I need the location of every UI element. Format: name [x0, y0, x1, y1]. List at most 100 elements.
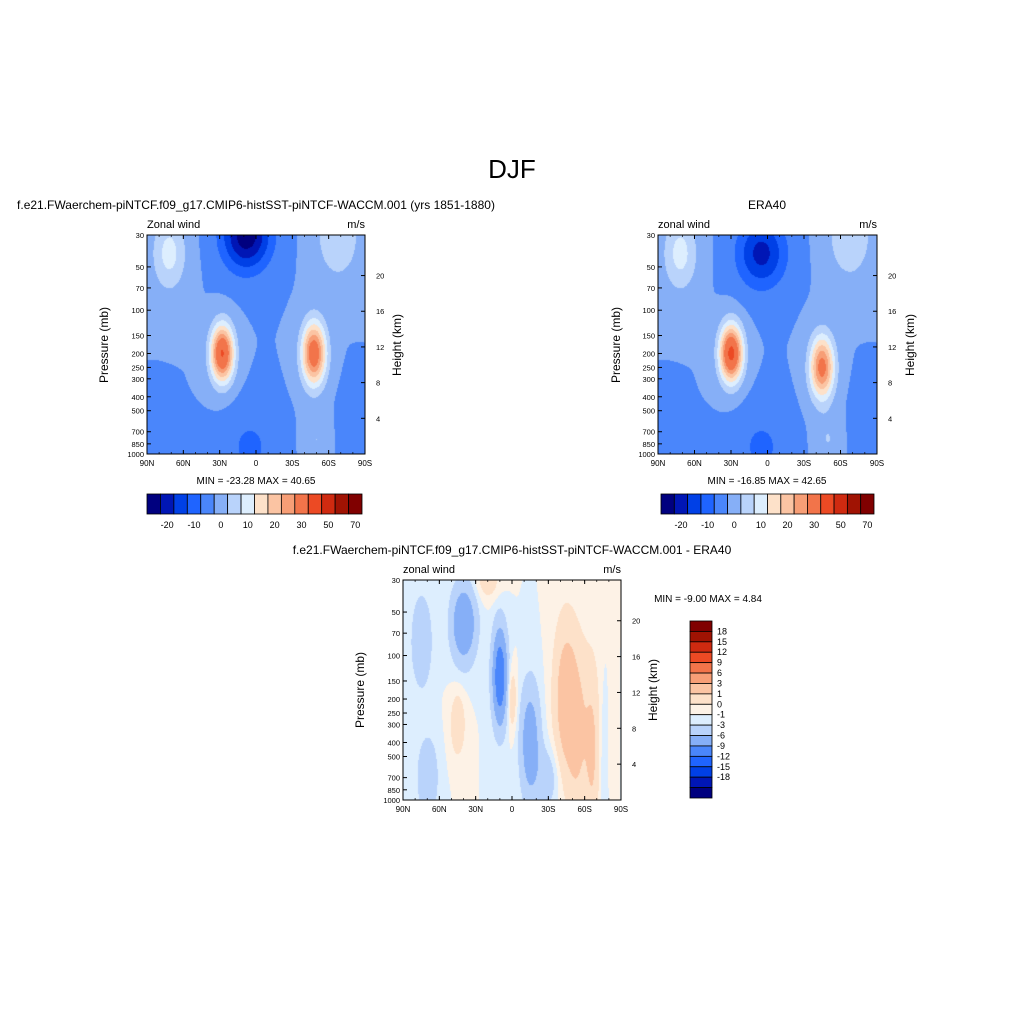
colorbar-box: [227, 493, 242, 515]
panel-era40-colorbar: -20 -10 0 10 20 30 50 70: [660, 493, 875, 530]
y2-tick-label: 20: [376, 272, 384, 281]
panel-difference-minmax: MIN = -9.00 MAX = 4.84: [654, 594, 762, 605]
panel-model-left-label: Zonal wind: [147, 219, 200, 231]
y-tick-label: 150: [642, 332, 655, 341]
y2-tick-label: 16: [888, 307, 896, 316]
colorbar-box: [689, 787, 713, 799]
y-tick-label: 200: [131, 349, 144, 358]
panel-model-units-label: m/s: [347, 219, 365, 231]
y-tick-label: 100: [387, 652, 400, 661]
colorbar-box: [689, 735, 713, 747]
y-tick-label: 500: [131, 407, 144, 416]
panel-difference-ylabel: Pressure (mb): [353, 652, 367, 728]
y2-tick-label: 8: [888, 379, 892, 388]
colorbar-label: 15: [717, 637, 727, 647]
colorbar-label: -12: [717, 751, 730, 761]
colorbar-box: [689, 631, 713, 643]
colorbar-label: 6: [717, 668, 722, 678]
colorbar-box: [846, 493, 862, 515]
y2-tick-label: 12: [632, 688, 640, 697]
colorbar-box: [307, 493, 323, 515]
panel-difference-y2label: Height (km): [646, 659, 660, 721]
colorbar-box: [267, 493, 282, 515]
panel-era40-contour-field: [658, 235, 877, 454]
panel-difference-units-label: m/s: [603, 564, 621, 576]
colorbar-box: [689, 766, 713, 778]
colorbar-label: 30: [297, 520, 307, 530]
x-tick-label: 90N: [396, 805, 411, 814]
panel-difference-left-label: zonal wind: [403, 564, 455, 576]
y-tick-label: 300: [387, 720, 400, 729]
colorbar-label: -10: [188, 520, 201, 530]
colorbar-box: [727, 493, 742, 515]
colorbar-label: 3: [717, 678, 722, 688]
panel-difference-title: f.e21.FWaerchem-piNTCF.f09_g17.CMIP6-his…: [293, 543, 732, 557]
colorbar-label: 9: [717, 658, 722, 668]
panel-era40-ylabel: Pressure (mb): [609, 307, 623, 383]
panel-model-minmax: MIN = -23.28 MAX = 40.65: [197, 476, 316, 487]
x-tick-label: 60N: [176, 459, 191, 468]
y-tick-label: 50: [647, 263, 655, 272]
colorbar-box: [186, 493, 202, 515]
x-tick-label: 90S: [614, 805, 628, 814]
colorbar-label: -6: [717, 731, 725, 741]
panel-model-title: f.e21.FWaerchem-piNTCF.f09_g17.CMIP6-his…: [17, 198, 495, 212]
colorbar-box: [213, 493, 229, 515]
y-tick-label: 200: [642, 349, 655, 358]
x-tick-label: 30S: [285, 459, 299, 468]
colorbar-box: [689, 662, 713, 674]
y-tick-label: 400: [131, 393, 144, 402]
x-tick-label: 60N: [432, 805, 447, 814]
y-tick-label: 400: [387, 739, 400, 748]
colorbar-box: [713, 493, 728, 515]
y-tick-label: 30: [392, 576, 400, 585]
colorbar-box: [860, 493, 875, 515]
y-tick-label: 70: [392, 629, 400, 638]
panel-difference-contour-field: [403, 580, 621, 800]
colorbar-label: -9: [717, 741, 725, 751]
y2-tick-label: 8: [376, 379, 380, 388]
y2-tick-label: 4: [632, 760, 636, 769]
y-tick-label: 200: [387, 695, 400, 704]
colorbar-box: [689, 724, 713, 736]
colorbar-box: [294, 493, 309, 515]
panel-era40-title: ERA40: [748, 198, 786, 212]
colorbar-box: [833, 493, 848, 515]
colorbar-label: 70: [350, 520, 360, 530]
colorbar-label: -20: [161, 520, 174, 530]
colorbar-box: [160, 493, 175, 515]
colorbar-label: 12: [717, 647, 727, 657]
x-tick-label: 30S: [541, 805, 555, 814]
colorbar-box: [173, 493, 188, 515]
x-tick-label: 60S: [322, 459, 336, 468]
y-tick-label: 300: [642, 375, 655, 384]
colorbar-box: [689, 755, 713, 768]
x-tick-label: 30N: [468, 805, 483, 814]
colorbar-label: -20: [674, 520, 687, 530]
x-tick-label: 90N: [651, 459, 666, 468]
colorbar-label: 10: [756, 520, 766, 530]
colorbar-box: [753, 493, 768, 515]
panel-era40-minmax: MIN = -16.85 MAX = 42.65: [708, 476, 827, 487]
panel-era40-left-label: zonal wind: [658, 219, 710, 231]
x-tick-label: 60N: [687, 459, 702, 468]
panel-era40: ERA40 zonal wind m/s 90N 60N 30N 0 30S 60S 90S…: [609, 198, 917, 530]
y-tick-label: 250: [131, 363, 144, 372]
y2-tick-label: 16: [376, 307, 384, 316]
y-tick-label: 850: [387, 786, 400, 795]
colorbar-label: 70: [862, 520, 872, 530]
colorbar-label: 50: [836, 520, 846, 530]
colorbar-box: [689, 776, 713, 788]
x-tick-label: 60S: [833, 459, 847, 468]
colorbar-label: -18: [717, 772, 730, 782]
colorbar-box: [240, 493, 255, 515]
y2-tick-label: 8: [632, 724, 636, 733]
y2-tick-label: 16: [632, 653, 640, 662]
colorbar-label: 18: [717, 626, 727, 636]
y-tick-label: 50: [136, 263, 144, 272]
y-tick-label: 400: [642, 393, 655, 402]
y-tick-label: 150: [387, 677, 400, 686]
colorbar-box: [689, 683, 713, 695]
x-tick-label: 60S: [578, 805, 592, 814]
colorbar-box: [146, 493, 161, 515]
